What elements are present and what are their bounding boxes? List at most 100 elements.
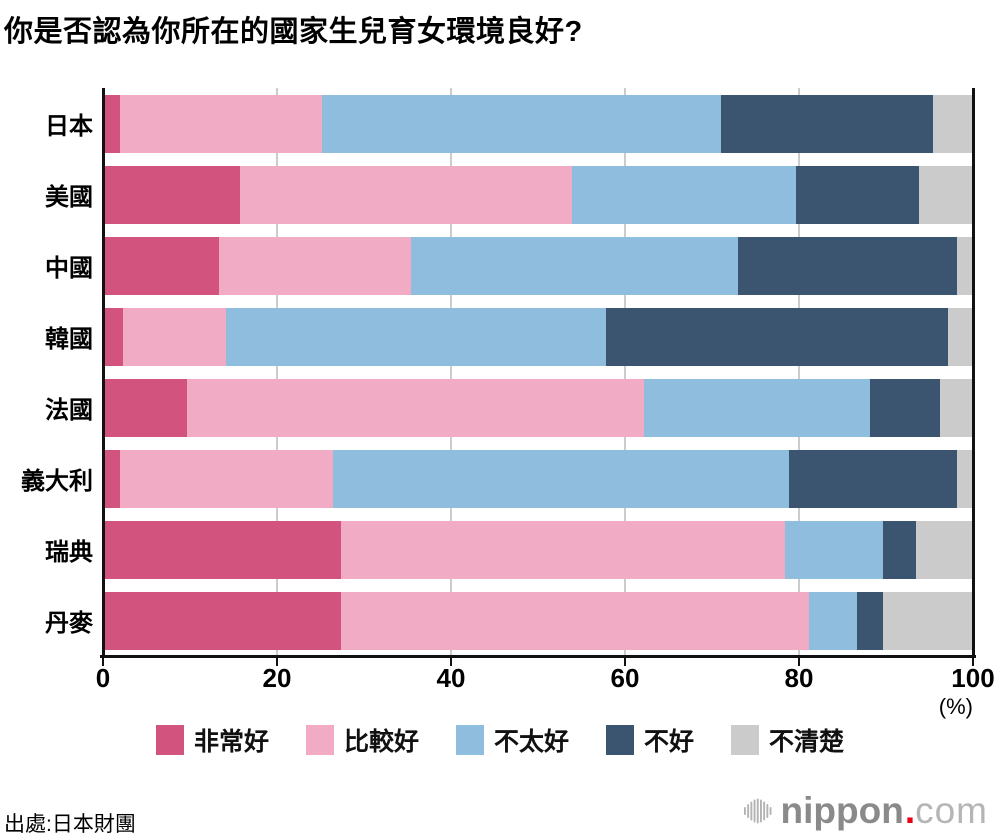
source-text: 出處:日本財團 [4, 813, 136, 836]
bar-segment-不太好 [808, 591, 858, 650]
bar-segment-不清楚 [883, 591, 973, 650]
x-tick-60 [624, 658, 626, 666]
logo-dot: . [904, 790, 916, 831]
bar-row-法國 [103, 372, 973, 443]
bar-segment-不清楚 [957, 236, 973, 295]
y-axis-line [102, 88, 105, 656]
legend-swatch [305, 725, 334, 755]
y-axis-label-法國: 法國 [45, 397, 93, 424]
x-tick-40 [450, 658, 452, 666]
bar-row-瑞典 [103, 514, 973, 585]
bar-segment-不太好 [571, 165, 797, 224]
percent-unit-label: (%) [938, 694, 973, 719]
bar-segment-不好 [788, 449, 958, 508]
x-axis-line [100, 655, 976, 658]
bar-segment-不好 [738, 236, 958, 295]
x-tick-label-100: 100 [951, 663, 995, 693]
legend-swatch [606, 725, 634, 755]
gridline-20 [276, 88, 278, 656]
legend-swatch [731, 725, 760, 755]
bar-segment-非常好 [103, 236, 219, 295]
stacked-bar [103, 520, 973, 579]
bar-segment-不太好 [785, 520, 884, 579]
bar-segment-不清楚 [919, 165, 973, 224]
bar-segment-不太好 [644, 378, 871, 437]
bar-segment-不太好 [322, 94, 721, 153]
bar-segment-比較好 [340, 520, 786, 579]
legend-item-不清楚: 不清楚 [731, 722, 844, 758]
audio-wave-icon [742, 795, 774, 827]
bar-segment-不清楚 [947, 307, 973, 366]
y-axis-label-瑞典: 瑞典 [45, 539, 93, 566]
logo-tld-text: com [915, 790, 988, 831]
bar-segment-非常好 [103, 307, 123, 366]
legend-item-不好: 不好 [606, 722, 694, 758]
y-axis-labels: 日本 美國 中國 韓國 法國 義大利 瑞典 丹麥 [0, 88, 93, 656]
legend-label: 不好 [644, 728, 695, 756]
right-boundary-line [972, 88, 975, 656]
bar-segment-不太好 [410, 236, 739, 295]
bar-segment-非常好 [103, 165, 241, 224]
bar-segment-比較好 [123, 307, 226, 366]
bar-segment-不清楚 [916, 520, 973, 579]
bar-segment-比較好 [120, 449, 333, 508]
stacked-bar [103, 236, 973, 295]
x-tick-label-20: 20 [262, 663, 292, 693]
bar-segment-比較好 [186, 378, 645, 437]
legend-label: 不清楚 [769, 728, 845, 756]
x-tick-label-60: 60 [610, 663, 640, 693]
bar-segment-不清楚 [939, 378, 973, 437]
stacked-bar [103, 591, 973, 650]
y-axis-label-韓國: 韓國 [45, 326, 93, 353]
stacked-bar [103, 307, 973, 366]
bar-segment-不太好 [225, 307, 606, 366]
legend-item-非常好: 非常好 [155, 722, 269, 758]
plot-area [102, 88, 975, 656]
stacked-bar [103, 94, 973, 153]
x-tick-100 [972, 658, 974, 666]
y-axis-label-丹麥: 丹麥 [45, 610, 93, 637]
bar-segment-比較好 [240, 165, 572, 224]
legend-item-比較好: 比較好 [305, 722, 419, 758]
y-axis-label-義大利: 義大利 [21, 468, 93, 495]
bar-segment-不好 [883, 520, 917, 579]
logo-brand-text: nippon [780, 790, 904, 831]
gridline-60 [624, 88, 626, 656]
bar-row-中國 [103, 230, 973, 301]
bar-segment-不清楚 [932, 94, 973, 153]
nippon-logo: nippon. com [742, 790, 988, 832]
x-tick-80 [798, 658, 800, 666]
bar-row-美國 [103, 159, 973, 230]
bar-row-韓國 [103, 301, 973, 372]
bar-segment-不好 [720, 94, 933, 153]
stacked-bar [103, 449, 973, 508]
gridline-40 [450, 88, 452, 656]
bar-segment-不好 [796, 165, 920, 224]
x-tick-label-0: 0 [95, 663, 111, 693]
bar-segment-非常好 [103, 520, 341, 579]
stacked-bar [103, 378, 973, 437]
bar-segment-不清楚 [957, 449, 973, 508]
bar-row-日本 [103, 88, 973, 159]
legend-label: 不太好 [493, 728, 569, 756]
bar-segment-不好 [857, 591, 884, 650]
bar-row-丹麥 [103, 585, 973, 656]
gridline-80 [798, 88, 800, 656]
y-axis-label-中國: 中國 [45, 255, 93, 282]
page-title: 你是否認為你所在的國家生兒育女環境良好? [4, 16, 583, 48]
y-axis-label-美國: 美國 [45, 184, 93, 211]
x-tick-0 [102, 658, 104, 666]
legend-swatch [455, 725, 484, 755]
legend-label: 非常好 [193, 728, 269, 756]
bar-segment-非常好 [103, 94, 121, 153]
legend: 非常好 比較好 不太好 不好 不清楚 [0, 722, 1000, 758]
legend-item-不太好: 不太好 [455, 722, 569, 758]
bar-segment-非常好 [103, 449, 121, 508]
bar-segment-不好 [870, 378, 940, 437]
bar-segment-比較好 [218, 236, 411, 295]
bar-segment-不好 [605, 307, 948, 366]
bar-segment-比較好 [120, 94, 323, 153]
bar-segment-非常好 [103, 378, 187, 437]
bar-segment-非常好 [103, 591, 341, 650]
